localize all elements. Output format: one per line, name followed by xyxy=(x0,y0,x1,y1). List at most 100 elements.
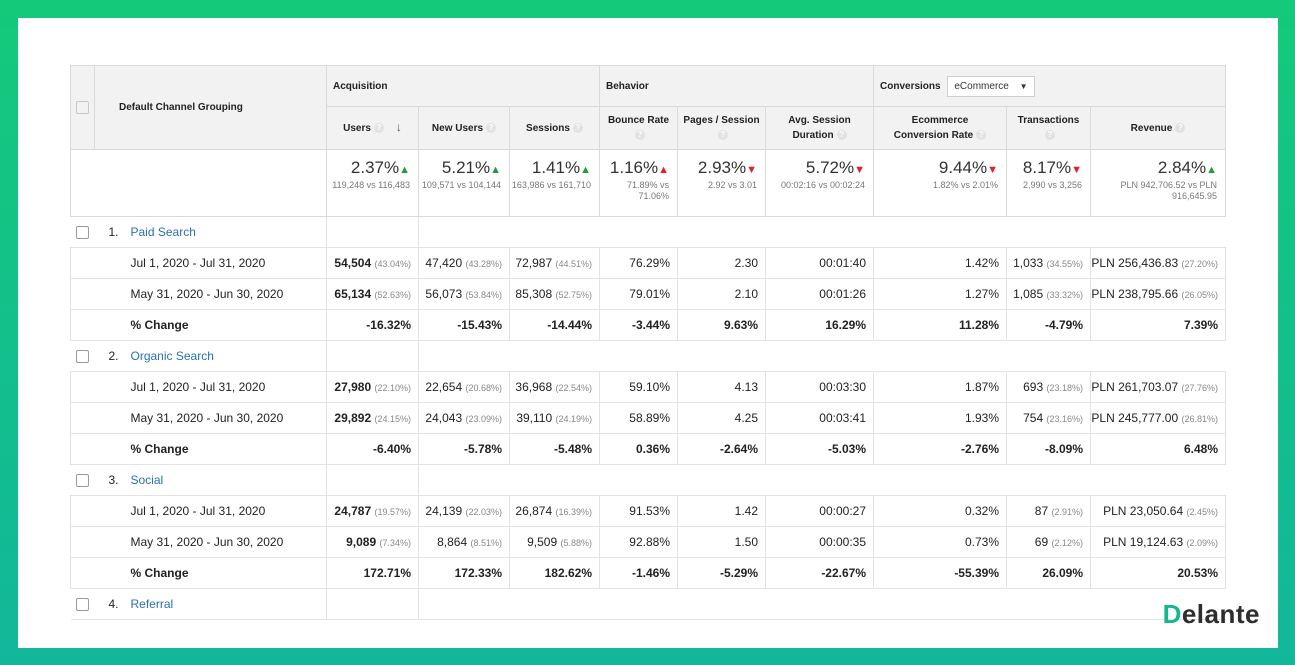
date-range-label: Jul 1, 2020 - Jul 31, 2020 xyxy=(94,371,327,403)
metric-cell-trans: 87 (2.91%) xyxy=(1006,495,1092,527)
row-checkbox-cell[interactable] xyxy=(70,340,95,372)
change-value: -5.03% xyxy=(764,433,875,465)
help-icon[interactable]: ? xyxy=(976,130,987,141)
change-value: 26.09% xyxy=(1006,557,1092,589)
row-checkbox[interactable] xyxy=(76,350,89,364)
metric-cell-ecr: 1.87% xyxy=(873,371,1008,403)
conversions-dropdown[interactable]: eCommerce ▼ xyxy=(947,75,1035,97)
col-transactions[interactable]: Transactions? xyxy=(1006,106,1092,150)
metric-value: 85,308 xyxy=(515,287,553,301)
col-sessions[interactable]: Sessions? xyxy=(509,106,600,150)
sort-down-arrow-icon[interactable]: ↓ xyxy=(395,120,402,134)
channel-link[interactable]: Social xyxy=(130,473,164,487)
col-users[interactable]: Users? ↓ xyxy=(326,106,419,150)
col-new-users-label: New Users xyxy=(431,122,484,134)
metric-cell-rev: PLN 238,795.66 (26.05%) xyxy=(1090,278,1227,310)
metric-cell-new_users: 8,864 (8.51%) xyxy=(418,526,510,558)
metric-cell-users: 65,134 (52.63%) xyxy=(326,278,419,310)
channel-table: Default Channel Grouping Acquisition Beh… xyxy=(70,65,1227,620)
group-spacer xyxy=(326,340,419,372)
row-checkbox[interactable] xyxy=(76,598,89,612)
row-checkbox-cell[interactable] xyxy=(70,216,95,248)
row-checkbox-cell[interactable] xyxy=(70,464,95,496)
col-new-users[interactable]: New Users? xyxy=(418,106,510,150)
metric-value: 36,968 xyxy=(515,380,553,394)
metric-value: 0.73% xyxy=(964,535,1000,549)
date-range-row: Jul 1, 2020 - Jul 31, 2020 54,504 (43.04%… xyxy=(70,247,1227,279)
metric-cell-bounce: 79.01% xyxy=(599,278,678,310)
change-value: -5.29% xyxy=(677,557,766,589)
metric-cell-pps: 2.30 xyxy=(677,247,766,279)
metric-value: 27,980 xyxy=(334,380,372,394)
metric-value: 24,139 xyxy=(425,504,463,518)
metric-cell-rev: PLN 256,436.83 (27.20%) xyxy=(1090,247,1227,279)
change-value: 172.33% xyxy=(418,557,510,589)
select-all-checkbox[interactable] xyxy=(76,101,89,114)
logo-first-letter: D xyxy=(1162,599,1182,629)
metric-percent: (23.18%) xyxy=(1046,383,1084,393)
help-icon[interactable]: ? xyxy=(486,122,497,133)
metric-percent: (34.55%) xyxy=(1046,259,1084,269)
col-revenue[interactable]: Revenue? xyxy=(1090,106,1227,150)
col-bounce-rate-label: Bounce Rate xyxy=(607,115,670,126)
row-checkbox-cell[interactable] xyxy=(70,588,95,620)
metric-value: 754 xyxy=(1023,411,1044,425)
group-spacer xyxy=(326,216,419,248)
metric-value: 79.01% xyxy=(629,287,670,301)
metric-value: 1.42% xyxy=(964,256,1000,270)
row-checkbox[interactable] xyxy=(76,474,89,488)
date-range-label: May 31, 2020 - Jun 30, 2020 xyxy=(94,526,327,558)
metric-value: 24,787 xyxy=(334,504,372,518)
delante-logo: Delante xyxy=(1163,599,1260,630)
metric-percent: (26.81%) xyxy=(1181,414,1219,424)
change-value: 20.53% xyxy=(1090,557,1227,589)
total-value: 5.21% xyxy=(441,158,491,177)
metric-cell-sessions: 39,110 (24.19%) xyxy=(509,402,600,434)
total-value: 1.41% xyxy=(531,158,581,177)
metric-percent: (23.16%) xyxy=(1046,414,1084,424)
total-value: 8.17% xyxy=(1022,158,1072,177)
help-icon[interactable]: ? xyxy=(373,123,384,134)
metric-cell-bounce: 76.29% xyxy=(599,247,678,279)
metric-percent: (44.51%) xyxy=(555,259,592,269)
channel-link[interactable]: Paid Search xyxy=(130,225,196,239)
help-icon[interactable]: ? xyxy=(1175,122,1186,133)
channel-group-row: 1. Paid Search xyxy=(70,216,1226,248)
total-detail: 1.82% vs 2.01% xyxy=(932,180,999,190)
channel-link[interactable]: Referral xyxy=(130,597,174,611)
select-all-cell[interactable] xyxy=(70,65,95,150)
help-icon[interactable]: ? xyxy=(1045,130,1056,141)
date-range-row: May 31, 2020 - Jun 30, 2020 29,892 (24.15… xyxy=(70,402,1227,434)
help-icon[interactable]: ? xyxy=(718,130,728,141)
help-icon[interactable]: ? xyxy=(635,130,645,141)
metric-cell-rev: PLN 19,124.63 (2.09%) xyxy=(1090,526,1227,558)
change-value: 0.36% xyxy=(599,433,678,465)
group-spacer xyxy=(326,588,419,620)
channel-link[interactable]: Organic Search xyxy=(130,349,214,363)
metric-percent: (2.12%) xyxy=(1051,538,1084,548)
dimension-header[interactable]: Default Channel Grouping xyxy=(94,65,327,150)
help-icon[interactable]: ? xyxy=(836,130,847,141)
date-range-label: May 31, 2020 - Jun 30, 2020 xyxy=(94,278,327,310)
row-checkbox[interactable] xyxy=(76,226,89,240)
row-blank xyxy=(70,526,95,558)
col-ecr[interactable]: Ecommerce Conversion Rate? xyxy=(873,106,1008,150)
col-pages-session[interactable]: Pages / Session? xyxy=(677,106,766,150)
metric-cell-pps: 1.50 xyxy=(677,526,766,558)
col-bounce-rate[interactable]: Bounce Rate? xyxy=(599,106,678,150)
metric-cell-dur: 00:03:41 xyxy=(764,402,875,434)
metric-cell-trans: 1,033 (34.55%) xyxy=(1006,247,1092,279)
metric-cell-sessions: 9,509 (5.88%) xyxy=(509,526,600,558)
chevron-down-icon: ▼ xyxy=(1019,81,1028,91)
conversions-dropdown-value: eCommerce xyxy=(954,80,1009,92)
metric-value: 4.13 xyxy=(734,380,758,394)
channel-name-cell: 3. Social xyxy=(94,464,327,496)
help-icon[interactable]: ? xyxy=(572,122,583,133)
metric-value: 1,033 xyxy=(1013,256,1044,270)
metric-percent: (22.03%) xyxy=(465,507,502,517)
trend-up-icon: ▲ xyxy=(399,164,410,176)
change-value: 7.39% xyxy=(1090,309,1227,341)
col-avg-duration[interactable]: Avg. Session Duration? xyxy=(764,106,875,150)
channel-name-cell: 1. Paid Search xyxy=(94,216,327,248)
metric-cell-users: 29,892 (24.15%) xyxy=(326,402,419,434)
